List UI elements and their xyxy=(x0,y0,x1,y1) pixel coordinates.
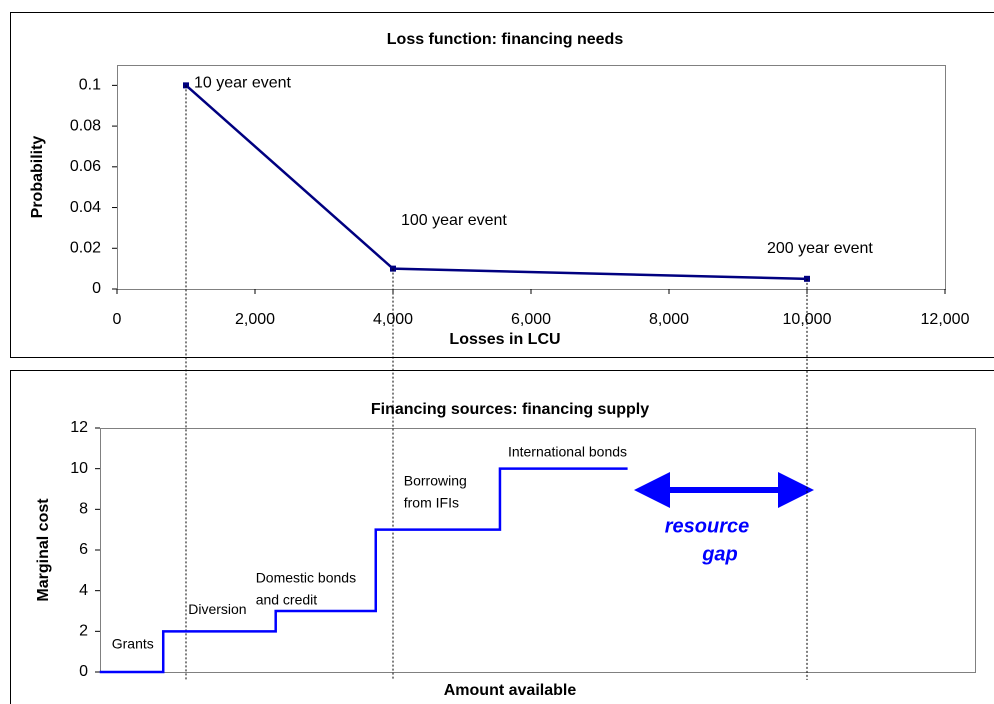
y-tick-label: 0.04 xyxy=(70,199,101,216)
y-axis-label: Marginal cost xyxy=(35,498,52,602)
x-axis-label: Losses in LCU xyxy=(449,331,560,348)
segment-label: International bonds xyxy=(508,443,627,459)
y-tick-label: 0.06 xyxy=(70,158,101,175)
segment-label: Grants xyxy=(112,636,154,652)
y-axis-label: Probability xyxy=(29,136,46,219)
chart-title: Loss function: financing needs xyxy=(387,31,624,48)
top-frame xyxy=(10,12,994,358)
x-axis-label: Amount available xyxy=(444,682,577,699)
step-line xyxy=(99,467,628,674)
y-tick-label: 0.1 xyxy=(79,77,101,94)
segment-label: Borrowing xyxy=(404,472,467,488)
point-label: 200 year event xyxy=(767,240,873,257)
y-tick-label: 12 xyxy=(70,419,88,436)
x-tick-label: 2,000 xyxy=(235,311,275,328)
y-tick-label: 0 xyxy=(79,663,88,680)
y-tick-label: 0.02 xyxy=(70,239,101,256)
y-tick-label: 4 xyxy=(79,582,88,599)
x-tick-label: 6,000 xyxy=(511,311,551,328)
annotation: gap xyxy=(701,543,738,565)
point-label: 100 year event xyxy=(401,212,507,229)
y-tick-label: 10 xyxy=(70,460,88,477)
segment-label: and credit xyxy=(256,592,318,608)
plot-area xyxy=(100,428,976,673)
bottom-frame xyxy=(10,370,994,704)
chart-title: Financing sources: financing supply xyxy=(371,401,649,418)
y-tick-label: 6 xyxy=(79,541,88,558)
line xyxy=(185,84,808,281)
y-tick-label: 8 xyxy=(79,501,88,518)
y-tick-label: 0 xyxy=(92,280,101,297)
segment-label: Diversion xyxy=(188,601,246,617)
x-tick-label: 12,000 xyxy=(921,311,970,328)
point-label: 10 year event xyxy=(194,75,292,92)
y-tick-label: 2 xyxy=(79,623,88,640)
x-tick-label: 8,000 xyxy=(649,311,689,328)
x-tick-label: 0 xyxy=(113,311,122,328)
y-tick-label: 0.08 xyxy=(70,117,101,134)
segment-label: Domestic bonds xyxy=(256,570,356,586)
annotation: resource xyxy=(665,515,750,537)
segment-label: from IFIs xyxy=(404,494,459,510)
x-tick-label: 4,000 xyxy=(373,311,413,328)
